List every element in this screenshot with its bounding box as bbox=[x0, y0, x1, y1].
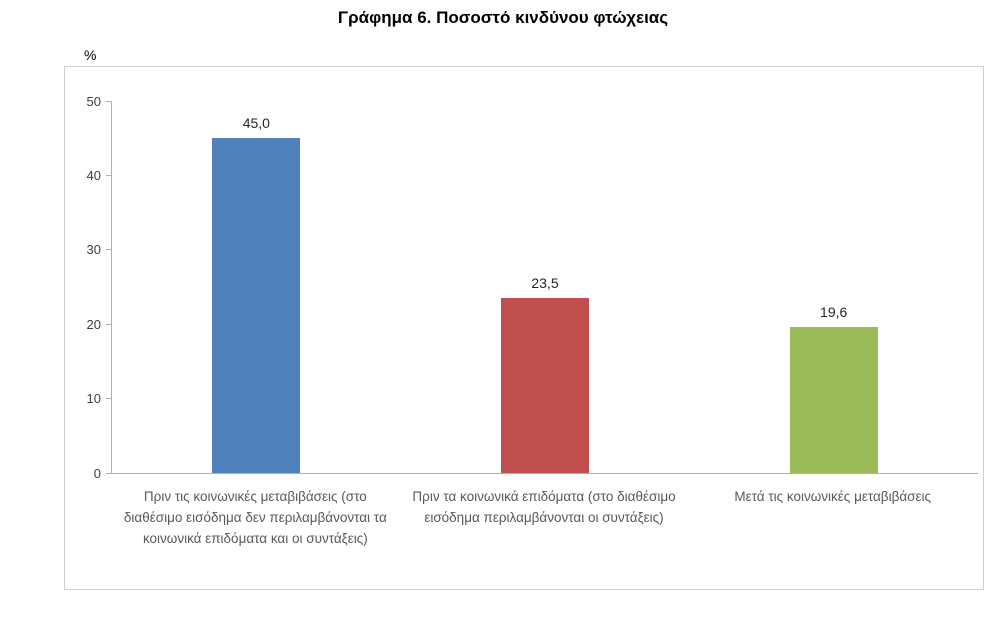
y-tick: 40 bbox=[63, 167, 111, 183]
bar bbox=[789, 327, 878, 473]
y-tick-mark bbox=[106, 100, 111, 102]
y-tick-label: 10 bbox=[86, 391, 101, 407]
bar-value-label: 19,6 bbox=[820, 304, 848, 320]
bar bbox=[501, 298, 589, 473]
y-tick-label: 20 bbox=[86, 316, 101, 332]
bar-group: 19,6 bbox=[689, 101, 978, 473]
bar-group: 45,0 bbox=[112, 101, 401, 473]
y-tick-label: 30 bbox=[86, 242, 101, 258]
y-tick-mark bbox=[106, 174, 111, 176]
y-axis-unit-label: % bbox=[84, 47, 97, 63]
bar-value-label: 45,0 bbox=[242, 115, 270, 131]
category-label: Πριν τα κοινωνικά επιδόματα (στο διαθέσι… bbox=[412, 489, 676, 525]
category-label: Μετά τις κοινωνικές μεταβιβάσεις bbox=[734, 489, 931, 504]
bars-row: 45,0 23,5 19,6 bbox=[112, 101, 978, 473]
plot-area: 0 10 20 30 40 50 bbox=[87, 94, 978, 481]
y-tick: 0 bbox=[63, 465, 111, 481]
y-tick: 20 bbox=[63, 316, 111, 332]
category-label: Πριν τις κοινωνικές μεταβιβάσεις (στο δι… bbox=[123, 489, 387, 546]
y-tick-label: 40 bbox=[86, 167, 101, 183]
chart-frame: 0 10 20 30 40 50 bbox=[64, 66, 984, 590]
y-tick-mark bbox=[106, 398, 111, 400]
y-tick-mark bbox=[106, 472, 111, 474]
y-tick-mark bbox=[106, 323, 111, 325]
bar-value-label: 23,5 bbox=[531, 275, 559, 291]
bar bbox=[212, 138, 301, 473]
category-axis: Πριν τις κοινωνικές μεταβιβάσεις (στο δι… bbox=[111, 487, 977, 550]
y-tick: 50 bbox=[63, 93, 111, 109]
y-tick: 30 bbox=[63, 242, 111, 258]
y-tick: 10 bbox=[63, 391, 111, 407]
bar-group: 23,5 bbox=[401, 101, 690, 473]
y-tick-mark bbox=[106, 249, 111, 251]
y-tick-label: 50 bbox=[86, 93, 101, 109]
y-tick-label: 0 bbox=[93, 465, 101, 481]
chart-title: Γράφημα 6. Ποσοστό κινδύνου φτώχειας bbox=[337, 8, 669, 27]
